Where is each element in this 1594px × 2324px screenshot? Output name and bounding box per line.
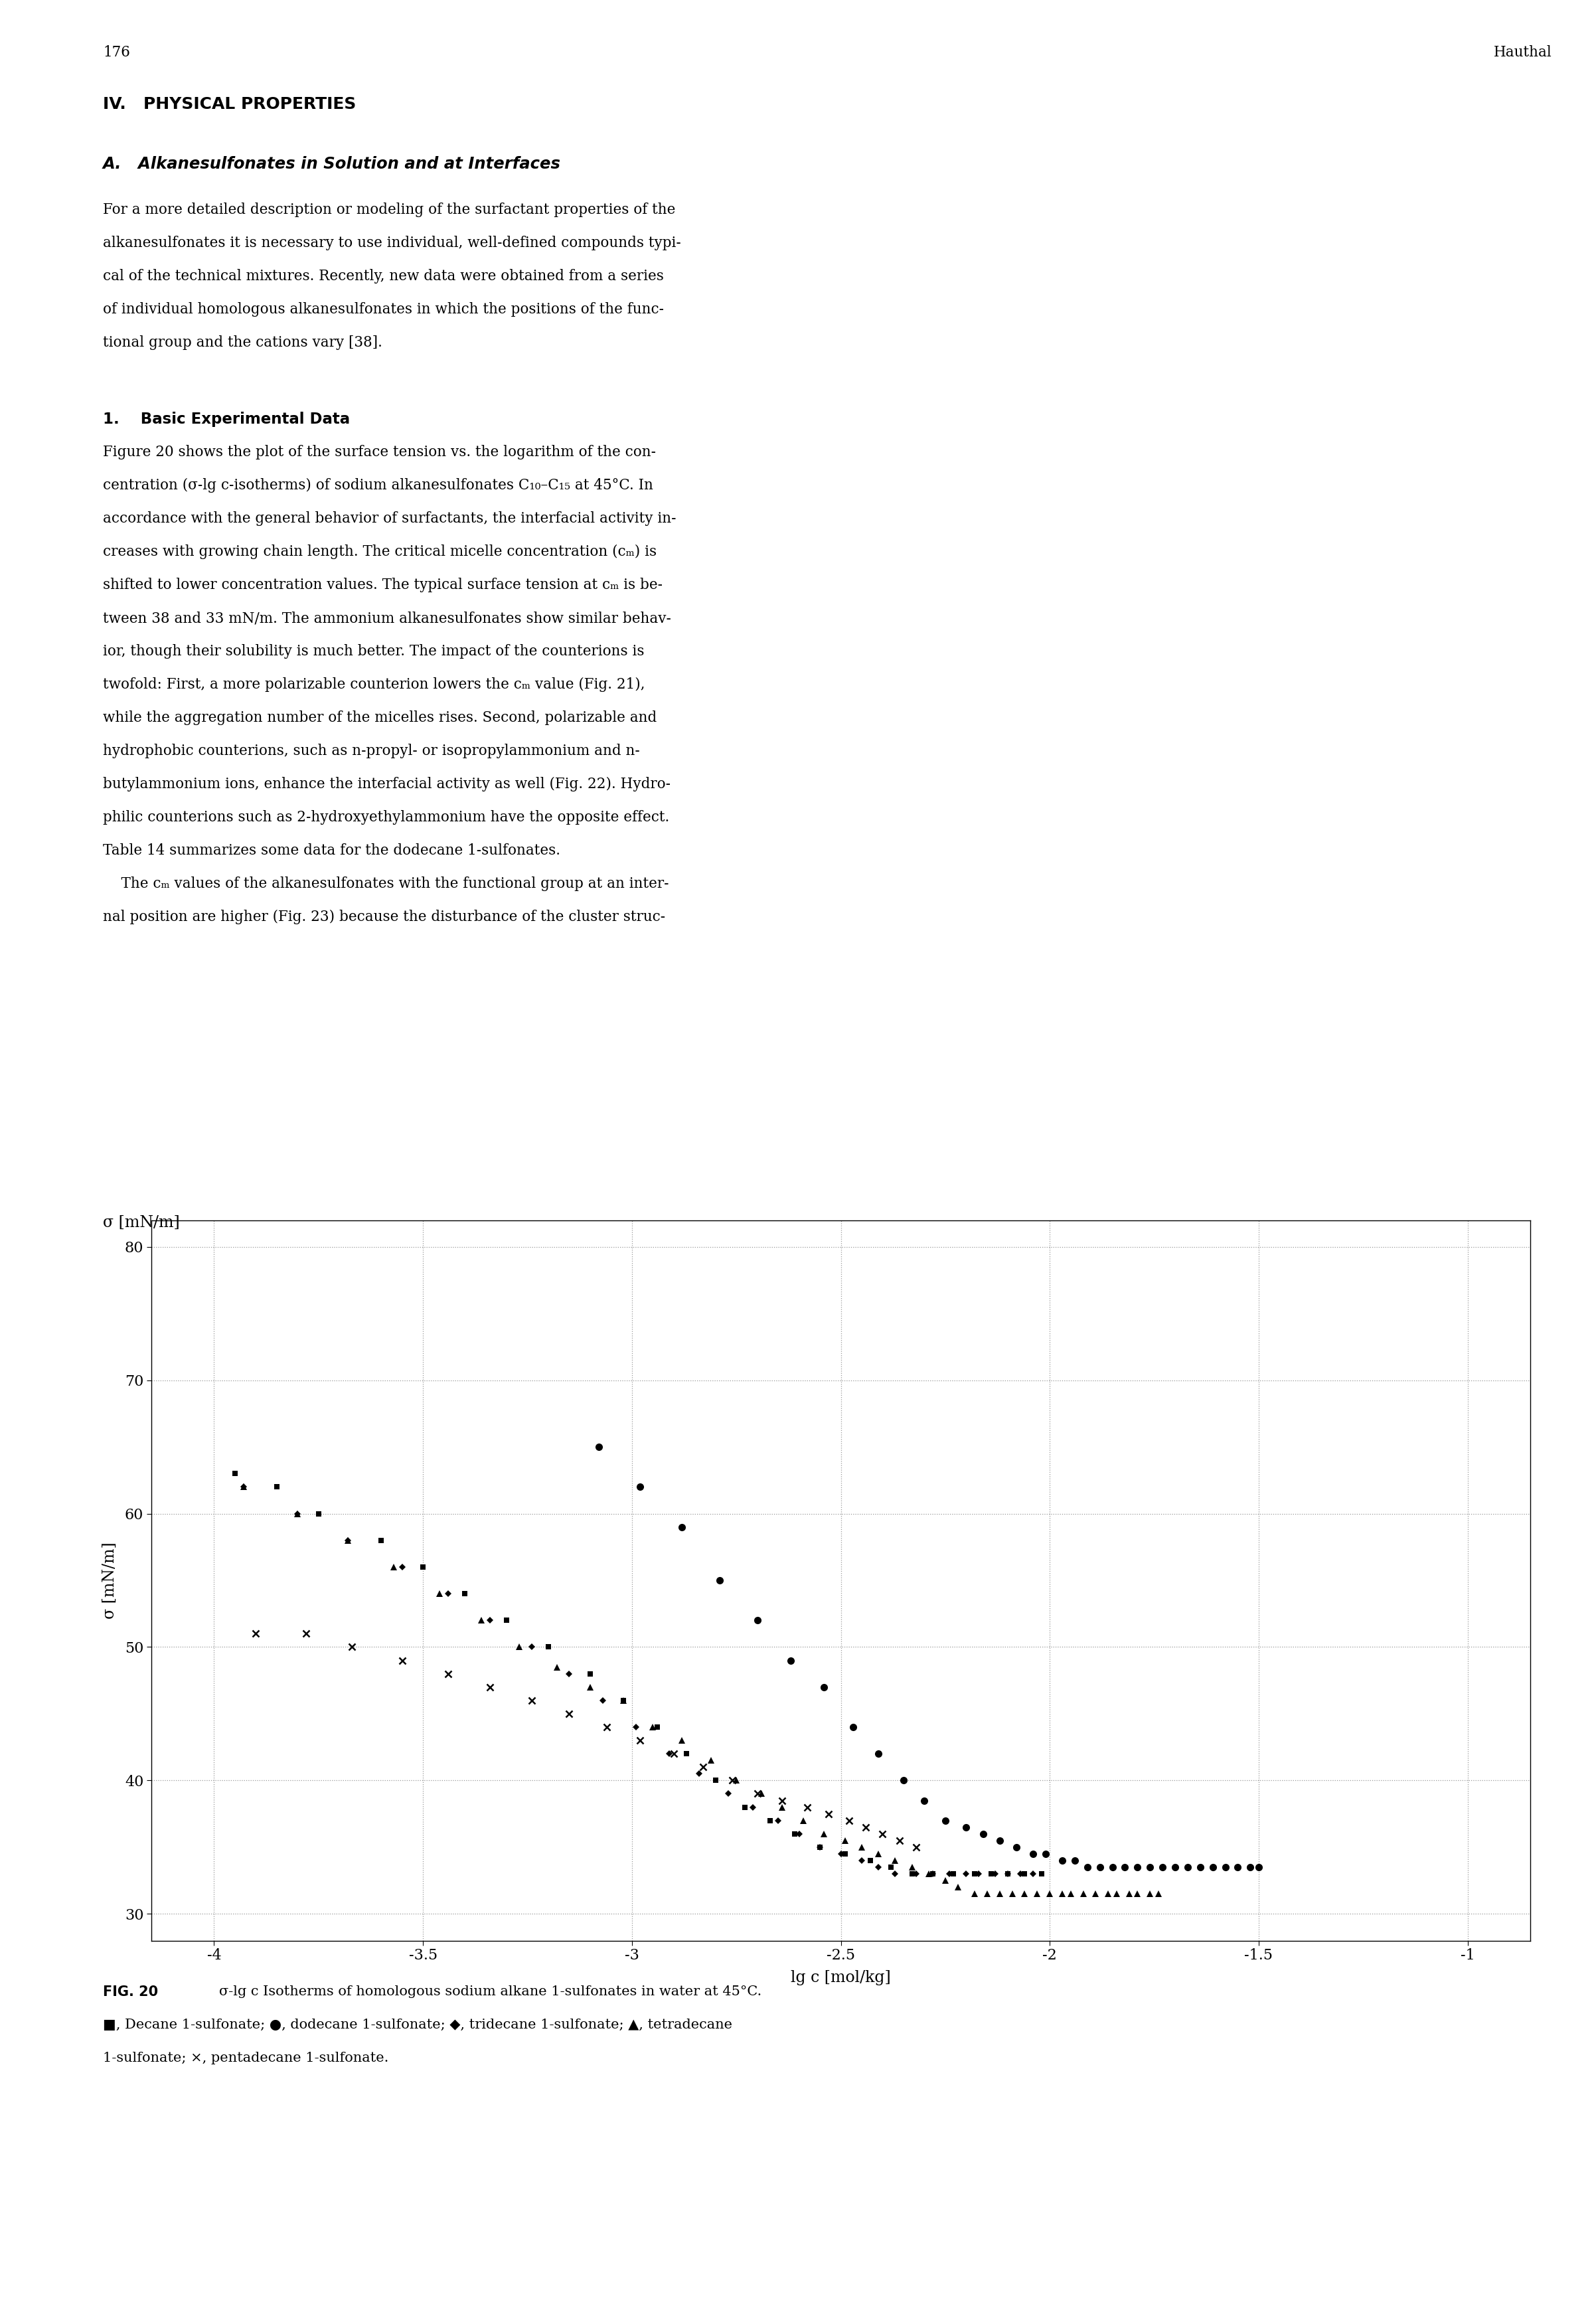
Text: IV.   PHYSICAL PROPERTIES: IV. PHYSICAL PROPERTIES [104,95,355,112]
Text: 1-sulfonate; ×, pentadecane 1-sulfonate.: 1-sulfonate; ×, pentadecane 1-sulfonate. [104,2052,389,2064]
X-axis label: lg c [mol/kg]: lg c [mol/kg] [791,1971,891,1985]
Y-axis label: σ [mN/m]: σ [mN/m] [102,1541,118,1620]
Text: 176: 176 [104,44,131,60]
Text: tween 38 and 33 mN/m. The ammonium alkanesulfonates show similar behav-: tween 38 and 33 mN/m. The ammonium alkan… [104,611,671,625]
Text: σ [mN/m]: σ [mN/m] [104,1215,180,1229]
Text: of individual homologous alkanesulfonates in which the positions of the func-: of individual homologous alkanesulfonate… [104,302,663,316]
Text: ior, though their solubility is much better. The impact of the counterions is: ior, though their solubility is much bet… [104,644,644,658]
Text: while the aggregation number of the micelles rises. Second, polarizable and: while the aggregation number of the mice… [104,711,657,725]
Text: A.   Alkanesulfonates in Solution and at Interfaces: A. Alkanesulfonates in Solution and at I… [104,156,561,172]
Text: The cₘ values of the alkanesulfonates with the functional group at an inter-: The cₘ values of the alkanesulfonates wi… [104,876,669,890]
Text: Hauthal: Hauthal [1494,44,1553,60]
Text: Figure 20 shows the plot of the surface tension vs. the logarithm of the con-: Figure 20 shows the plot of the surface … [104,444,655,460]
Text: accordance with the general behavior of surfactants, the interfacial activity in: accordance with the general behavior of … [104,511,676,525]
Text: shifted to lower concentration values. The typical surface tension at cₘ is be-: shifted to lower concentration values. T… [104,579,663,593]
Text: cal of the technical mixtures. Recently, new data were obtained from a series: cal of the technical mixtures. Recently,… [104,270,663,284]
Text: hydrophobic counterions, such as n-propyl- or isopropylammonium and n-: hydrophobic counterions, such as n-propy… [104,744,639,758]
Text: twofold: First, a more polarizable counterion lowers the cₘ value (Fig. 21),: twofold: First, a more polarizable count… [104,676,646,693]
Text: butylammonium ions, enhance the interfacial activity as well (Fig. 22). Hydro-: butylammonium ions, enhance the interfac… [104,776,671,792]
Text: centration (σ-lg c-isotherms) of sodium alkanesulfonates C₁₀–C₁₅ at 45°C. In: centration (σ-lg c-isotherms) of sodium … [104,479,654,493]
Text: ■, Decane 1-sulfonate; ●, dodecane 1-sulfonate; ◆, tridecane 1-sulfonate; ▲, tet: ■, Decane 1-sulfonate; ●, dodecane 1-sul… [104,2020,732,2031]
Text: σ-lg c Isotherms of homologous sodium alkane 1-sulfonates in water at 45°C.: σ-lg c Isotherms of homologous sodium al… [218,1985,762,1999]
Text: alkanesulfonates it is necessary to use individual, well-defined compounds typi-: alkanesulfonates it is necessary to use … [104,235,681,251]
Text: philic counterions such as 2-hydroxyethylammonium have the opposite effect.: philic counterions such as 2-hydroxyethy… [104,811,669,825]
Text: For a more detailed description or modeling of the surfactant properties of the: For a more detailed description or model… [104,202,676,216]
Text: FIG. 20: FIG. 20 [104,1985,158,1999]
Text: 1.    Basic Experimental Data: 1. Basic Experimental Data [104,411,351,428]
Text: Table 14 summarizes some data for the dodecane 1-sulfonates.: Table 14 summarizes some data for the do… [104,844,561,858]
Text: creases with growing chain length. The critical micelle concentration (cₘ) is: creases with growing chain length. The c… [104,544,657,560]
Text: nal position are higher (Fig. 23) because the disturbance of the cluster struc-: nal position are higher (Fig. 23) becaus… [104,909,665,925]
Text: tional group and the cations vary [38].: tional group and the cations vary [38]. [104,335,383,351]
